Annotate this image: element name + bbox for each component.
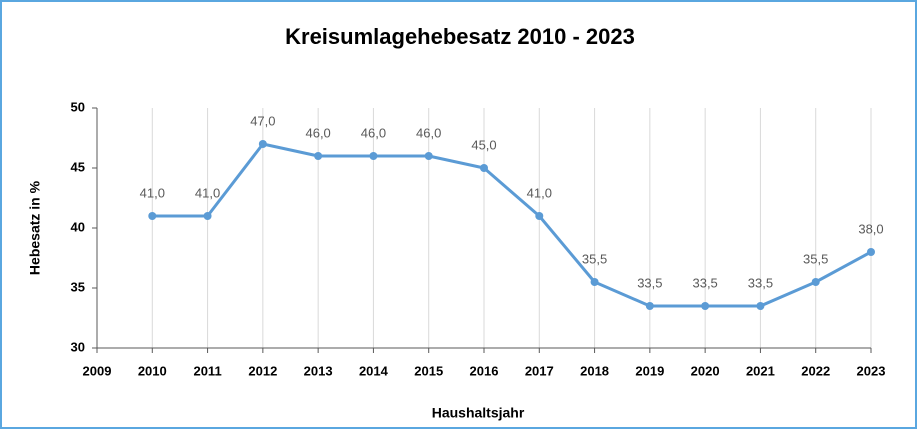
data-label: 35,5 xyxy=(582,251,607,266)
y-tick-label: 35 xyxy=(71,279,85,294)
point xyxy=(590,278,599,286)
x-tick-label: 2021 xyxy=(746,363,775,378)
data-label: 33,5 xyxy=(637,275,662,290)
point xyxy=(369,152,378,160)
point xyxy=(535,212,544,220)
data-label: 38,0 xyxy=(858,221,883,236)
data-label: 46,0 xyxy=(305,125,330,140)
data-label: 41,0 xyxy=(527,185,552,200)
data-label: 41,0 xyxy=(140,185,165,200)
line xyxy=(152,142,872,308)
x-tick-label: 2013 xyxy=(304,363,333,378)
point xyxy=(701,302,710,310)
x-tick-label: 2018 xyxy=(580,363,609,378)
point xyxy=(424,152,433,160)
point xyxy=(314,152,323,160)
x-tick-label: 2023 xyxy=(857,363,886,378)
data-label: 35,5 xyxy=(803,251,828,266)
y-tick-label: 40 xyxy=(71,219,85,234)
data-label: 46,0 xyxy=(416,125,441,140)
x-tick-label: 2009 xyxy=(83,363,112,378)
y-axis-label: Hebesatz in % xyxy=(27,180,43,275)
x-tick-label: 2012 xyxy=(248,363,277,378)
point xyxy=(811,278,820,286)
data-label: 33,5 xyxy=(692,275,717,290)
y-tick-label: 30 xyxy=(71,339,85,354)
point xyxy=(148,212,157,220)
x-axis-label: Haushaltsjahr xyxy=(432,405,525,421)
x-tick-label: 2017 xyxy=(525,363,554,378)
x-tick-label: 2010 xyxy=(138,363,167,378)
x-tick-label: 2015 xyxy=(414,363,443,378)
x-tick-label: 2016 xyxy=(470,363,499,378)
data-label: 33,5 xyxy=(748,275,773,290)
y-tick-label: 45 xyxy=(71,159,85,174)
chart-title: Kreisumlagehebesatz 2010 - 2023 xyxy=(285,24,635,49)
point xyxy=(867,248,875,256)
x-tick-label: 2022 xyxy=(801,363,830,378)
data-label: 41,0 xyxy=(195,185,220,200)
data-label: 46,0 xyxy=(361,125,386,140)
y-tick-label: 50 xyxy=(71,99,85,114)
data-label: 45,0 xyxy=(471,137,496,152)
point xyxy=(480,164,488,172)
point xyxy=(258,140,267,148)
x-tick-label: 2019 xyxy=(635,363,664,378)
x-tick-label: 2011 xyxy=(193,363,221,378)
x-tick-label: 2014 xyxy=(359,363,389,378)
x-tick-label: 2020 xyxy=(691,363,720,378)
point xyxy=(203,212,212,220)
point xyxy=(645,302,654,310)
data-label: 47,0 xyxy=(250,113,275,128)
point xyxy=(756,302,765,310)
